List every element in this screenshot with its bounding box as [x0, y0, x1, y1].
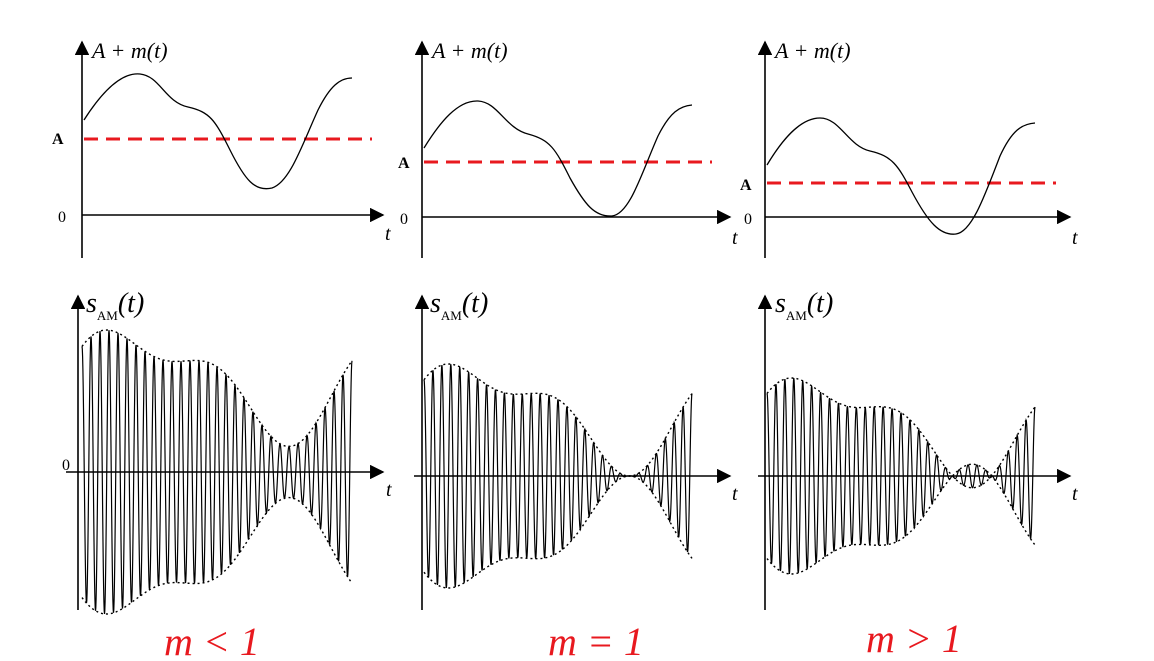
- zero-label: 0: [58, 209, 66, 226]
- A-label: A: [398, 155, 410, 172]
- zero-label: 0: [62, 457, 70, 474]
- zero-label: 0: [400, 211, 408, 228]
- message-signal: [83, 73, 353, 190]
- top-panel-3: A + m(t) t 0 A: [740, 38, 1078, 258]
- lower-envelope: [766, 475, 1036, 575]
- bottom-panel-2: sAM(t) t m = 1: [414, 288, 738, 661]
- y-axis-label: sAM(t): [430, 288, 488, 323]
- upper-envelope: [766, 377, 1036, 477]
- y-axis-label: sAM(t): [86, 288, 144, 323]
- y-axis-label: sAM(t): [775, 288, 833, 323]
- am-waveform: [423, 363, 693, 589]
- y-axis-label: A + m(t): [773, 38, 851, 63]
- caption-m-less-than-1: m < 1: [164, 619, 260, 661]
- x-axis-label: t: [732, 227, 738, 249]
- x-axis-label: t: [1072, 483, 1078, 505]
- bottom-panel-3: sAM(t) t m > 1: [757, 288, 1078, 661]
- y-axis-label: A + m(t): [430, 38, 508, 63]
- zero-label: 0: [744, 211, 752, 228]
- A-label: A: [740, 177, 752, 194]
- top-panel-1: A + m(t) t 0 A: [52, 38, 391, 258]
- message-signal: [423, 100, 693, 217]
- x-axis-label: t: [385, 223, 391, 245]
- lower-envelope: [81, 496, 353, 615]
- am-waveform: [766, 377, 1036, 575]
- message-signal: [766, 117, 1036, 235]
- upper-envelope: [423, 363, 693, 477]
- carrier-trace: [423, 364, 693, 588]
- x-axis-label: t: [386, 479, 392, 501]
- x-axis-label: t: [1072, 227, 1078, 249]
- caption-m-greater-than-1: m > 1: [866, 616, 962, 661]
- bottom-panel-1: sAM(t) t 0 m < 1: [62, 288, 392, 661]
- x-axis-label: t: [732, 483, 738, 505]
- upper-envelope: [81, 329, 353, 448]
- lower-envelope: [423, 475, 693, 589]
- top-panel-2: A + m(t) t 0 A: [398, 38, 738, 258]
- caption-m-equals-1: m = 1: [548, 619, 644, 661]
- am-waveform: [81, 329, 353, 615]
- A-label: A: [52, 131, 64, 148]
- y-axis-label: A + m(t): [90, 38, 168, 63]
